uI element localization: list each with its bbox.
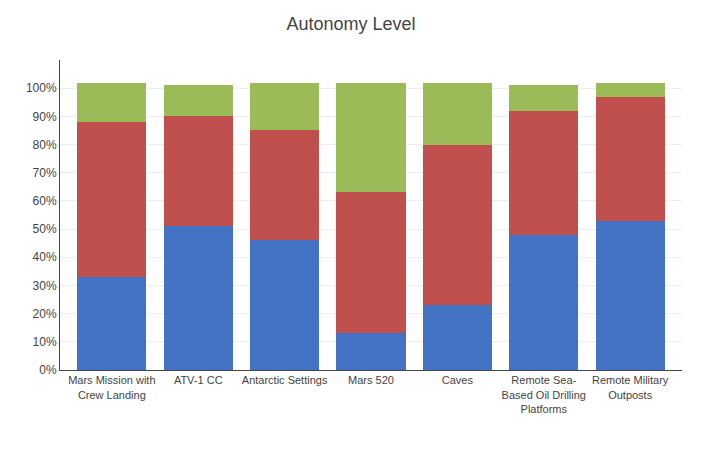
svg-text:30%: 30% xyxy=(33,279,57,293)
svg-text:70%: 70% xyxy=(33,166,57,180)
svg-text:Autonomy Level: Autonomy Level xyxy=(286,14,415,34)
svg-text:80%: 80% xyxy=(33,138,57,152)
svg-text:Remote MilitaryOutposts: Remote MilitaryOutposts xyxy=(592,374,669,400)
svg-text:20%: 20% xyxy=(33,307,57,321)
svg-text:Antarctic Settings: Antarctic Settings xyxy=(242,374,328,386)
svg-text:Mars 520: Mars 520 xyxy=(348,374,394,386)
svg-text:100%: 100% xyxy=(26,81,57,95)
svg-text:90%: 90% xyxy=(33,110,57,124)
svg-text:Remote Sea-Based Oil DrillingP: Remote Sea-Based Oil DrillingPlatforms xyxy=(502,374,586,415)
svg-text:0%: 0% xyxy=(39,363,57,377)
svg-text:50%: 50% xyxy=(33,222,57,236)
svg-text:Mars Mission withCrew Landing: Mars Mission withCrew Landing xyxy=(68,374,155,400)
svg-text:10%: 10% xyxy=(33,335,57,349)
svg-text:ATV-1 CC: ATV-1 CC xyxy=(174,374,223,386)
svg-text:Caves: Caves xyxy=(442,374,474,386)
svg-text:40%: 40% xyxy=(33,250,57,264)
svg-text:60%: 60% xyxy=(33,194,57,208)
